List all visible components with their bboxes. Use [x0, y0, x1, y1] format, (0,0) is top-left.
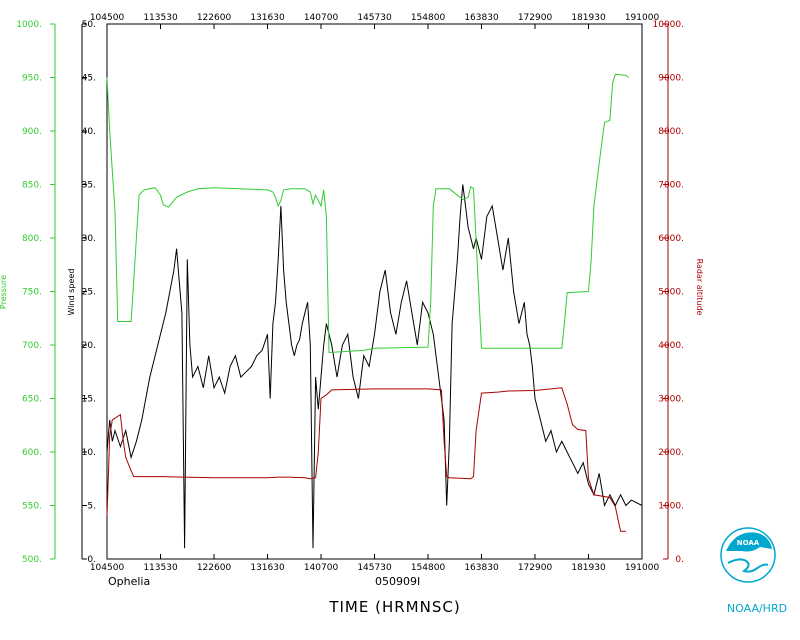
wind-axis-title: Wind speed — [67, 269, 76, 316]
altitude-series-line — [106, 387, 626, 532]
pressure-tick-label: 800. — [22, 234, 42, 244]
wind-tick-label: 25. — [82, 288, 96, 298]
altitude-tick-label: 6000. — [658, 234, 684, 244]
x-tick-label-bottom: 163830 — [464, 563, 499, 573]
x-tick-label-top: 131630 — [250, 13, 285, 23]
x-axis-title: TIME (HRMNSC) — [328, 598, 460, 616]
wind-tick-label: 45. — [82, 74, 96, 84]
altitude-axis-title: Radar altitude — [695, 259, 704, 316]
altitude-tick-label: 5000. — [658, 288, 684, 298]
pressure-tick-label: 550. — [22, 502, 42, 512]
x-tick-label-top: 140700 — [304, 13, 339, 23]
x-tick-label-top: 181930 — [571, 13, 606, 23]
x-tick-label-top: 191000 — [625, 13, 660, 23]
wind-tick-label: 0. — [87, 555, 96, 565]
pressure-tick-label: 500. — [22, 555, 42, 565]
series-layer — [106, 73, 643, 549]
storm-name: Ophelia — [108, 575, 150, 588]
x-tick-label-top: 154800 — [411, 13, 446, 23]
x-tick-label-bottom: 104500 — [90, 563, 125, 573]
x-tick-label-bottom: 145730 — [357, 563, 392, 573]
x-tick-label-bottom: 122600 — [197, 563, 232, 573]
pressure-tick-label: 950. — [22, 74, 42, 84]
x-tick-label-bottom: 172900 — [518, 563, 553, 573]
x-tick-label-top: 145730 — [357, 13, 392, 23]
pressure-tick-label: 750. — [22, 288, 42, 298]
altitude-tick-label: 1000. — [658, 502, 684, 512]
x-tick-label-bottom: 131630 — [250, 563, 285, 573]
credit-label: NOAA/HRD — [727, 602, 787, 615]
altitude-tick-label: 9000. — [658, 74, 684, 84]
tick-layer: 500. 550. 600. 650. 700. 750. 800. 850. 900. 950.… — [16, 13, 684, 573]
x-tick-label-bottom: 181930 — [571, 563, 606, 573]
x-tick-label-bottom: 140700 — [304, 563, 339, 573]
wind-tick-label: 40. — [82, 127, 96, 137]
altitude-tick-label: 3000. — [658, 395, 684, 405]
pressure-tick-label: 1000. — [16, 20, 42, 30]
wind-tick-label: 15. — [82, 395, 96, 405]
altitude-tick-label: 2000. — [658, 448, 684, 458]
pressure-tick-label: 900. — [22, 127, 42, 137]
wind-tick-label: 50. — [82, 20, 96, 30]
x-tick-label-top: 104500 — [90, 13, 125, 23]
wind-tick-label: 5. — [87, 502, 96, 512]
flight-id: 050909I — [375, 575, 420, 588]
svg-text:NOAA: NOAA — [737, 539, 760, 547]
wind-tick-label: 10. — [82, 448, 96, 458]
wind-series-line — [106, 184, 643, 549]
x-tick-label-top: 163830 — [464, 13, 499, 23]
wind-tick-label: 35. — [82, 181, 96, 191]
altitude-tick-label: 8000. — [658, 127, 684, 137]
noaa-logo: NOAA — [720, 527, 776, 583]
x-tick-label-top: 113530 — [143, 13, 178, 23]
altitude-tick-label: 0. — [675, 555, 684, 565]
altitude-tick-label: 7000. — [658, 181, 684, 191]
x-tick-label-top: 172900 — [518, 13, 553, 23]
x-tick-label-bottom: 191000 — [625, 563, 660, 573]
x-tick-label-bottom: 113530 — [143, 563, 178, 573]
x-tick-label-top: 122600 — [197, 13, 232, 23]
pressure-axis-title: Pressure — [0, 275, 8, 309]
pressure-series-line — [106, 73, 629, 354]
wind-tick-label: 20. — [82, 341, 96, 351]
altitude-tick-label: 10000. — [653, 20, 685, 30]
pressure-tick-label: 650. — [22, 395, 42, 405]
pressure-tick-label: 600. — [22, 448, 42, 458]
pressure-tick-label: 850. — [22, 181, 42, 191]
pressure-tick-label: 700. — [22, 341, 42, 351]
x-tick-label-bottom: 154800 — [411, 563, 446, 573]
wind-tick-label: 30. — [82, 234, 96, 244]
altitude-tick-label: 4000. — [658, 341, 684, 351]
